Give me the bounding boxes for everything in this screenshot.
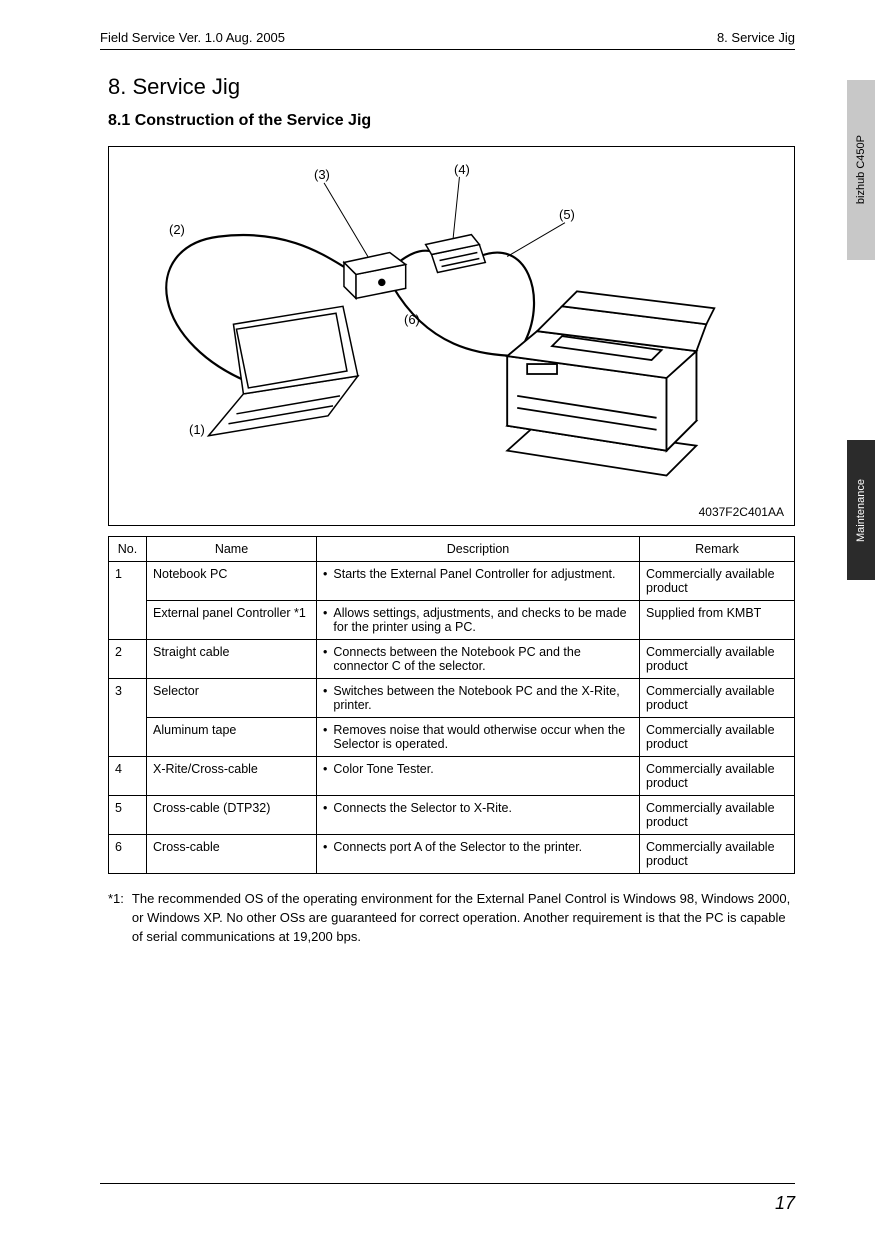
cell-desc: •Starts the External Panel Controller fo…: [317, 562, 640, 601]
cell-remark: Commercially available product: [640, 679, 795, 718]
cell-remark: Commercially available product: [640, 835, 795, 874]
cell-remark: Commercially available product: [640, 757, 795, 796]
footer-rule: [100, 1183, 795, 1184]
bullet-icon: •: [323, 801, 327, 815]
cell-name: Cross-cable (DTP32): [147, 796, 317, 835]
cell-no: 1: [109, 562, 147, 640]
table-header-row: No. Name Description Remark: [109, 537, 795, 562]
diagram-svg: [109, 147, 794, 525]
footnote-tag: *1:: [108, 890, 124, 947]
table-row: Aluminum tape •Removes noise that would …: [109, 718, 795, 757]
cell-no: 2: [109, 640, 147, 679]
bullet-icon: •: [323, 567, 327, 581]
cell-remark: Supplied from KMBT: [640, 601, 795, 640]
page-header: Field Service Ver. 1.0 Aug. 2005 8. Serv…: [100, 30, 795, 50]
section-title: 8. Service Jig: [100, 74, 795, 100]
table-row: 4 X-Rite/Cross-cable •Color Tone Tester.…: [109, 757, 795, 796]
parts-table: No. Name Description Remark 1 Notebook P…: [108, 536, 795, 874]
side-tab-model-label: bizhub C450P: [855, 135, 867, 204]
th-name: Name: [147, 537, 317, 562]
cell-desc: •Connects the Selector to X-Rite.: [317, 796, 640, 835]
bullet-icon: •: [323, 723, 327, 751]
bullet-icon: •: [323, 684, 327, 712]
cell-desc: •Switches between the Notebook PC and th…: [317, 679, 640, 718]
printer-icon: [507, 291, 714, 475]
subsection-title: 8.1 Construction of the Service Jig: [100, 112, 795, 130]
bullet-icon: •: [323, 840, 327, 854]
side-tab-model: bizhub C450P: [847, 80, 875, 260]
bullet-icon: •: [323, 762, 327, 776]
cell-remark: Commercially available product: [640, 718, 795, 757]
cell-no: 5: [109, 796, 147, 835]
diagram-box: (1) (2) (3) (4) (5) (6) 4037F2C401AA: [108, 146, 795, 526]
cell-no: 6: [109, 835, 147, 874]
footnote-text: The recommended OS of the operating envi…: [132, 890, 795, 947]
cell-no: 3: [109, 679, 147, 757]
footnote: *1: The recommended OS of the operating …: [108, 890, 795, 947]
side-tab-section: Maintenance: [847, 440, 875, 580]
table-row: 2 Straight cable •Connects between the N…: [109, 640, 795, 679]
cell-desc: •Removes noise that would otherwise occu…: [317, 718, 640, 757]
bullet-icon: •: [323, 606, 327, 634]
cell-no: 4: [109, 757, 147, 796]
cell-name: Notebook PC: [147, 562, 317, 601]
header-left: Field Service Ver. 1.0 Aug. 2005: [100, 30, 285, 45]
table-row: 6 Cross-cable •Connects port A of the Se…: [109, 835, 795, 874]
cell-name: X-Rite/Cross-cable: [147, 757, 317, 796]
header-right: 8. Service Jig: [717, 30, 795, 45]
cell-name: Cross-cable: [147, 835, 317, 874]
page: Field Service Ver. 1.0 Aug. 2005 8. Serv…: [0, 0, 875, 997]
cell-name: External panel Controller *1: [147, 601, 317, 640]
cell-desc: •Color Tone Tester.: [317, 757, 640, 796]
cell-desc: •Connects between the Notebook PC and th…: [317, 640, 640, 679]
th-desc: Description: [317, 537, 640, 562]
bullet-icon: •: [323, 645, 327, 673]
cell-desc: •Allows settings, adjustments, and check…: [317, 601, 640, 640]
cell-name: Aluminum tape: [147, 718, 317, 757]
cell-remark: Commercially available product: [640, 796, 795, 835]
th-remark: Remark: [640, 537, 795, 562]
cell-desc: •Connects port A of the Selector to the …: [317, 835, 640, 874]
cell-remark: Commercially available product: [640, 640, 795, 679]
cell-remark: Commercially available product: [640, 562, 795, 601]
th-no: No.: [109, 537, 147, 562]
cell-name: Selector: [147, 679, 317, 718]
notebook-pc-icon: [209, 306, 358, 435]
page-number: 17: [775, 1193, 795, 1214]
table-row: 5 Cross-cable (DTP32) •Connects the Sele…: [109, 796, 795, 835]
table-row: 3 Selector •Switches between the Noteboo…: [109, 679, 795, 718]
side-tab-section-label: Maintenance: [855, 479, 867, 542]
cell-name: Straight cable: [147, 640, 317, 679]
table-row: 1 Notebook PC •Starts the External Panel…: [109, 562, 795, 601]
table-row: External panel Controller *1 •Allows set…: [109, 601, 795, 640]
xrite-icon: [426, 235, 486, 273]
